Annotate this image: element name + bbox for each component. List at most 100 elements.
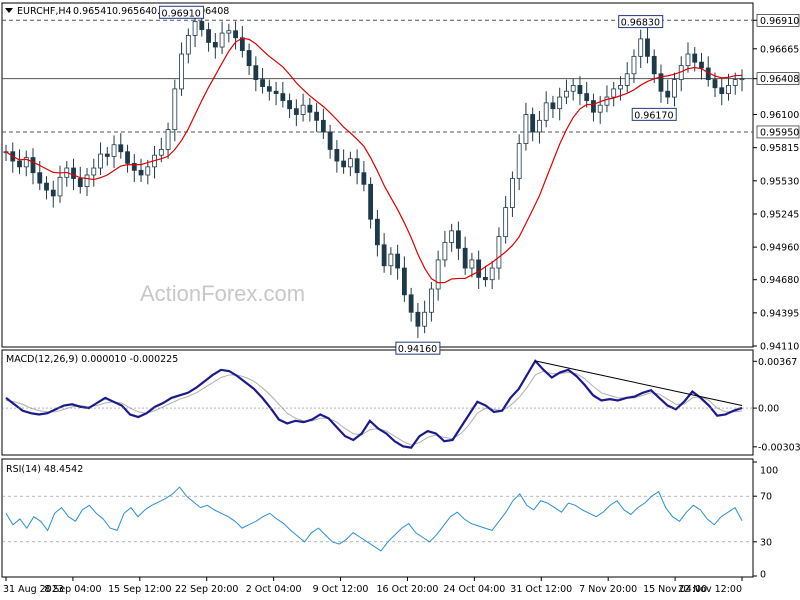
candle-body (388, 253, 394, 267)
candle-body (672, 79, 677, 98)
candle-body (584, 93, 590, 101)
candle-body (192, 21, 198, 36)
candle-body (557, 96, 563, 110)
candle-body (77, 178, 83, 188)
candle-body (111, 144, 117, 157)
watermark: ActionForex.com (140, 281, 305, 306)
candle-body (300, 104, 306, 115)
candle-body (692, 53, 698, 63)
candle-body (138, 169, 144, 176)
candle-body (246, 50, 252, 67)
macd-signal-line (5, 370, 743, 446)
price-annotation-label: 0.96830 (621, 18, 660, 29)
ohlc-high: 0.96564 (112, 6, 151, 17)
candle-body (422, 311, 428, 327)
candle-body (476, 259, 482, 278)
ohlc-close: 0.96408 (190, 6, 229, 17)
candle-body (685, 53, 691, 67)
x-tick-label: 9 Oct 12:00 (313, 584, 369, 595)
candle-body (503, 207, 509, 238)
candle-body (287, 100, 292, 110)
candle-body (334, 149, 340, 162)
price-y-tick-label: 0.96100 (760, 110, 799, 121)
candle-body (530, 114, 536, 133)
candle-body (212, 41, 218, 48)
x-tick-label: 22 Nov 12:00 (678, 584, 742, 595)
rsi-y-tick-label: 0 (760, 570, 766, 581)
candle-body (543, 102, 549, 121)
price-y-tick-label: 0.95245 (760, 209, 799, 220)
x-tick-label: 16 Oct 20:00 (376, 584, 438, 595)
price-y-tick-label: 0.94680 (760, 275, 799, 286)
price-y-tick-label: 0.95530 (760, 176, 799, 187)
candle-body (638, 38, 644, 57)
price-y-tick-label: 0.95815 (760, 143, 799, 154)
candle-body (550, 102, 556, 110)
candle-body (368, 183, 374, 220)
candle-body (415, 311, 421, 327)
candle-body (98, 153, 103, 169)
macd-y-tick-label: -0.003038 (758, 442, 800, 453)
candle-body (523, 114, 529, 144)
candle-body (732, 79, 738, 86)
candle-body (401, 267, 407, 296)
candle-body (483, 276, 488, 281)
candle-body (253, 65, 259, 81)
x-tick-label: 22 Sep 20:00 (175, 584, 238, 595)
candle-body (611, 88, 617, 98)
price-y-tick-label: 0.94395 (760, 308, 799, 319)
candle-body (469, 259, 475, 269)
candle-body (307, 104, 313, 113)
price-y-tick-label: 0.94960 (760, 243, 799, 254)
candle-body (91, 167, 97, 176)
candle-body (206, 29, 211, 43)
macd-title: MACD(12,26,9) 0.000010 -0.000225 (6, 354, 178, 365)
x-tick-label: 15 Sep 12:00 (108, 584, 171, 595)
candle-body (179, 53, 184, 90)
candle-body (44, 182, 49, 191)
candle-body (172, 88, 178, 131)
candle-body (564, 90, 569, 98)
candle-body (651, 55, 657, 75)
candle-body (341, 160, 347, 168)
candle-body (266, 86, 272, 92)
price-annotation-label: 0.96170 (634, 110, 673, 121)
price-annotation-box (631, 107, 677, 121)
candle-body (442, 242, 448, 261)
candle-body (577, 85, 583, 94)
collapse-triangle-icon[interactable] (5, 8, 13, 13)
candle-body (233, 30, 238, 39)
candle-body (591, 100, 596, 113)
candle-body (699, 61, 704, 69)
candle-body (280, 93, 286, 101)
x-tick-label: 2 Oct 04:00 (246, 584, 302, 595)
rsi-y-tick-label: 30 (760, 537, 772, 548)
price-level-tag (756, 72, 800, 85)
candle-body (428, 288, 434, 313)
candle-body (293, 108, 299, 115)
price-annotation-box (618, 15, 664, 29)
candle-body (435, 259, 441, 290)
candle-body (23, 157, 29, 168)
candle-body (314, 111, 320, 121)
candle-body (50, 189, 56, 197)
x-tick-label: 15 Nov 04:00 (643, 584, 707, 595)
candle-body (395, 253, 401, 269)
candle-body (631, 55, 637, 75)
symbol-label: EURCHF,H4 (17, 6, 72, 17)
candle-body (645, 38, 650, 57)
candle-body (739, 78, 745, 81)
candle-body (449, 230, 455, 243)
candle-body (658, 73, 664, 92)
candle-body (158, 149, 164, 156)
price-y-tick-label: 0.94110 (760, 342, 799, 353)
price-y-tick-label: 0.96408 (760, 74, 799, 85)
candle-body (145, 166, 151, 176)
price-level-tag (756, 13, 800, 27)
price-y-tick-label: 0.96910 (760, 16, 799, 27)
candle-body (199, 21, 205, 30)
x-tick-label: 24 Oct 04:00 (443, 584, 505, 595)
candle-body (510, 178, 515, 208)
candle-body (84, 174, 90, 188)
